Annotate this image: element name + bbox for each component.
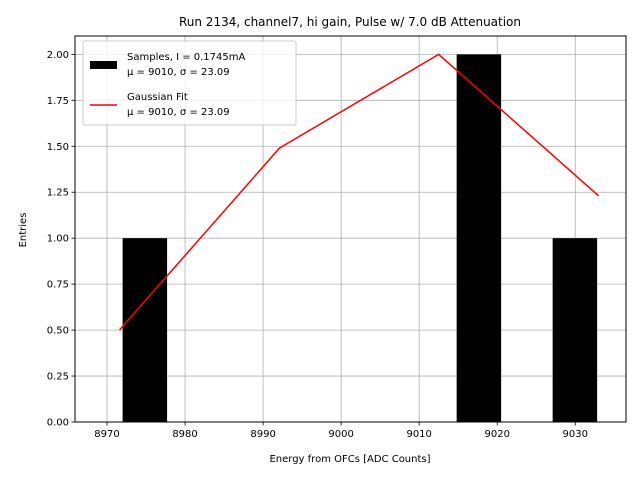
x-tick-label: 8980	[172, 429, 197, 440]
gaussian-fit-line	[118, 53, 600, 331]
y-axis-label: Entries	[18, 213, 29, 248]
y-tick-label: 0.00	[47, 418, 69, 429]
histogram-bar	[456, 54, 502, 422]
fit-line-group	[118, 53, 600, 331]
histogram-bar	[552, 238, 598, 422]
y-tick-label: 1.00	[47, 234, 69, 245]
y-tick-label: 0.50	[47, 326, 69, 337]
legend-sublabel: μ = 9010, σ = 23.09	[127, 67, 230, 78]
x-tick-label: 9020	[484, 429, 509, 440]
plot-frame	[74, 35, 627, 423]
y-tick-label: 0.75	[47, 280, 69, 291]
histogram-bars	[122, 54, 598, 422]
legend-label: Gaussian Fit	[127, 92, 188, 103]
y-tick-label: 2.00	[47, 50, 69, 61]
legend-box	[82, 40, 297, 126]
legend-sublabel: μ = 9010, σ = 23.09	[127, 107, 230, 118]
x-tick-label: 8990	[250, 429, 275, 440]
x-tick-label: 9030	[563, 429, 588, 440]
y-tick-label: 0.25	[47, 372, 69, 383]
legend: Samples, I = 0.1745mA μ = 9010, σ = 23.09…	[82, 40, 297, 126]
x-tick-label: 8970	[94, 429, 119, 440]
y-tick-label: 1.75	[47, 96, 69, 107]
x-tick-label: 9010	[406, 429, 431, 440]
x-axis-ticks: 8970 8980 8990 9000 9010 9020 9030	[94, 422, 588, 440]
x-axis-label: Energy from OFCs [ADC Counts]	[269, 454, 430, 465]
x-tick-label: 9000	[328, 429, 353, 440]
legend-label: Samples, I = 0.1745mA	[127, 52, 245, 63]
legend-swatch-bar	[90, 61, 117, 69]
y-axis-ticks: 0.00 0.25 0.50 0.75 1.00 1.25 1.50 1.75 2.00	[47, 50, 75, 429]
y-tick-label: 1.50	[47, 142, 69, 153]
y-tick-label: 1.25	[47, 188, 69, 199]
chart-title: Run 2134, channel7, hi gain, Pulse w/ 7.…	[179, 15, 521, 29]
histogram-bar	[122, 238, 168, 422]
